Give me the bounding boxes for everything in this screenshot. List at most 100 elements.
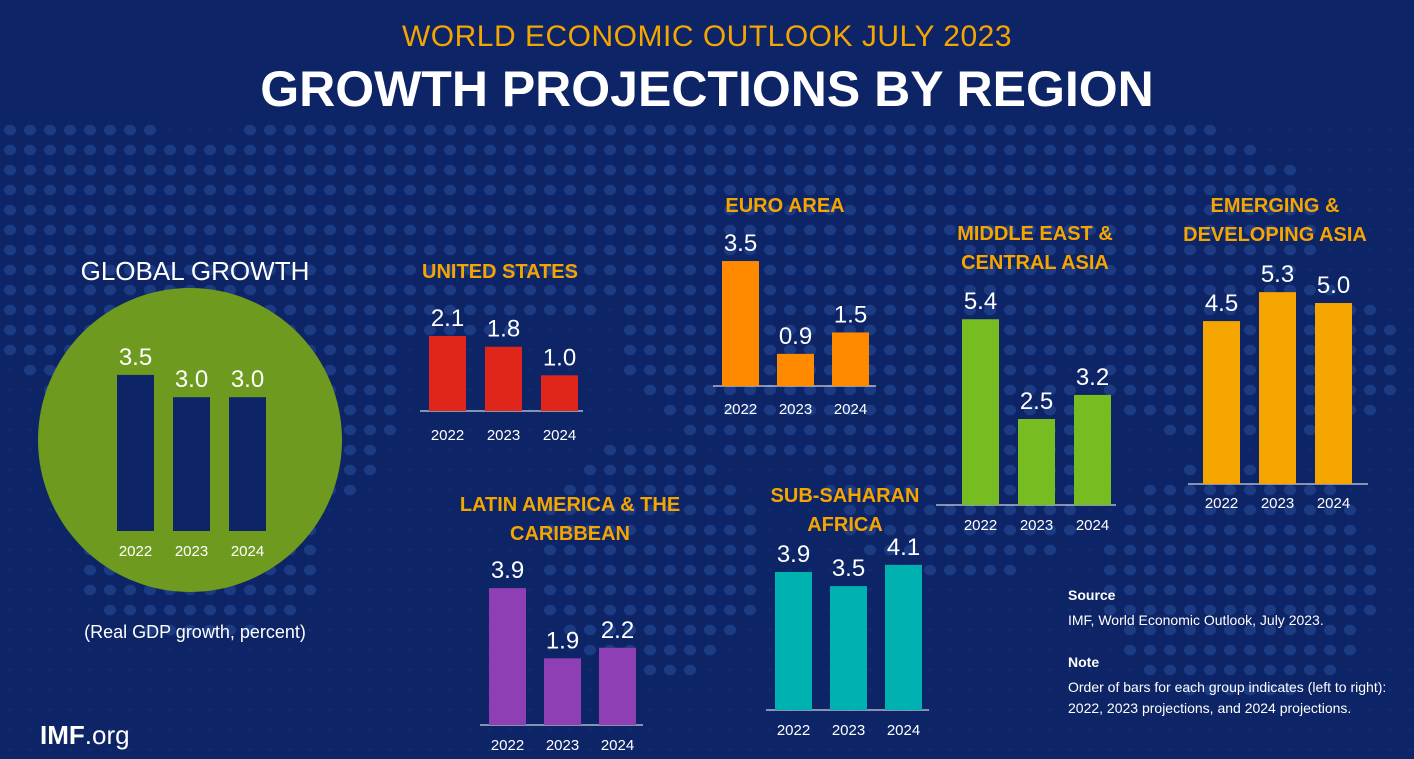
map-dot — [947, 688, 953, 692]
map-dot — [544, 144, 556, 156]
map-dot — [307, 748, 313, 752]
map-dot — [667, 688, 673, 692]
map-dot — [844, 264, 856, 276]
map-dot — [587, 688, 593, 692]
map-dot — [587, 368, 593, 372]
map-dot — [384, 264, 396, 276]
map-dot — [544, 204, 556, 216]
map-dot — [1064, 524, 1076, 536]
map-dot — [1044, 544, 1056, 556]
map-dot — [1124, 644, 1136, 656]
map-dot — [1224, 264, 1236, 276]
map-dot — [1247, 448, 1253, 452]
imf-logo-bold: IMF — [40, 720, 85, 750]
map-dot — [924, 424, 936, 436]
map-dot — [347, 508, 353, 512]
map-dot — [1244, 184, 1256, 196]
map-dot — [107, 728, 113, 732]
map-dot — [1407, 708, 1413, 712]
map-dot — [244, 264, 256, 276]
map-dot — [467, 568, 473, 572]
map-dot — [267, 648, 273, 652]
map-dot — [527, 328, 533, 332]
map-dot — [1124, 124, 1136, 136]
map-dot — [1027, 688, 1033, 692]
map-dot — [1124, 304, 1136, 316]
map-dot — [1407, 308, 1413, 312]
map-dot — [4, 124, 16, 136]
map-dot — [24, 124, 36, 136]
map-dot — [384, 424, 396, 436]
map-dot — [1387, 248, 1393, 252]
map-dot — [824, 384, 836, 396]
map-dot — [844, 144, 856, 156]
map-dot — [387, 688, 393, 692]
map-dot — [204, 264, 216, 276]
map-dot — [624, 564, 636, 576]
map-dot — [1344, 504, 1356, 516]
map-dot — [764, 244, 776, 256]
map-dot — [1304, 304, 1316, 316]
map-dot — [364, 324, 376, 336]
map-dot — [444, 224, 456, 236]
map-dot — [304, 264, 316, 276]
map-dot — [1407, 688, 1413, 692]
map-dot — [964, 304, 976, 316]
map-dot — [207, 708, 213, 712]
map-dot — [1107, 728, 1113, 732]
map-dot — [1307, 128, 1313, 132]
map-dot — [1164, 384, 1176, 396]
map-dot — [1407, 148, 1413, 152]
map-dot — [1027, 748, 1033, 752]
map-dot — [367, 528, 373, 532]
map-dot — [727, 688, 733, 692]
imf-logo[interactable]: IMF.org — [40, 720, 130, 751]
map-dot — [584, 304, 596, 316]
bar-global-2023 — [173, 397, 210, 531]
map-dot — [324, 124, 336, 136]
map-dot — [1324, 584, 1336, 596]
map-dot — [304, 164, 316, 176]
map-dot — [1304, 224, 1316, 236]
euro-area-title: EURO AREA — [690, 192, 880, 221]
map-dot — [1084, 264, 1096, 276]
map-dot — [664, 184, 676, 196]
map-dot — [504, 304, 516, 316]
map-dot — [1204, 204, 1216, 216]
map-dot — [304, 544, 316, 556]
map-dot — [1004, 504, 1016, 516]
map-dot — [604, 584, 616, 596]
map-dot — [244, 224, 256, 236]
map-dot — [824, 144, 836, 156]
map-dot — [644, 164, 656, 176]
map-dot — [584, 504, 596, 516]
map-dot — [1044, 304, 1056, 316]
map-dot — [784, 384, 796, 396]
map-dot — [1224, 164, 1236, 176]
map-dot — [1364, 324, 1376, 336]
map-dot — [547, 468, 553, 472]
map-dot — [504, 244, 516, 256]
map-dot — [864, 204, 876, 216]
map-dot — [64, 224, 76, 236]
map-dot — [364, 204, 376, 216]
map-dot — [747, 628, 753, 632]
map-dot — [1104, 124, 1116, 136]
map-dot — [1367, 488, 1373, 492]
map-dot — [787, 508, 793, 512]
map-dot — [1407, 628, 1413, 632]
asia-title-line-1: EMERGING & — [1210, 195, 1340, 217]
map-dot — [1407, 188, 1413, 192]
map-dot — [1264, 224, 1276, 236]
map-dot — [1124, 544, 1136, 556]
map-dot — [1364, 584, 1376, 596]
map-dot — [1407, 748, 1413, 752]
map-dot — [284, 584, 296, 596]
map-dot — [647, 688, 653, 692]
map-dot — [267, 748, 273, 752]
map-dot — [144, 184, 156, 196]
map-dot — [864, 144, 876, 156]
map-dot — [827, 748, 833, 752]
map-dot — [644, 384, 656, 396]
map-dot — [324, 144, 336, 156]
